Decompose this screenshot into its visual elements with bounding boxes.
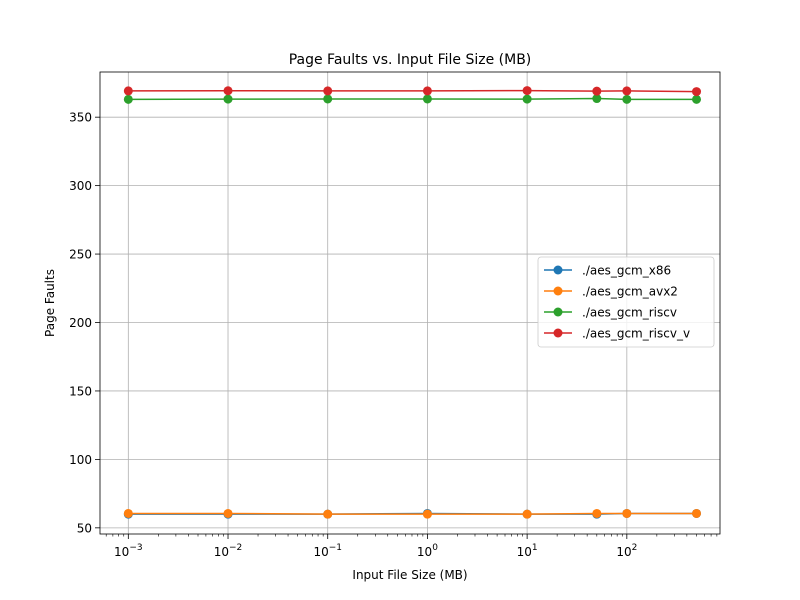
legend-label: ./aes_gcm_riscv	[582, 306, 677, 320]
data-point	[622, 94, 632, 104]
x-tick-label: 10−3	[114, 543, 143, 559]
legend-marker	[553, 328, 563, 338]
legend: ./aes_gcm_x86 ./aes_gcm_avx2 ./aes_gcm_ris…	[537, 256, 715, 348]
series-layer	[123, 86, 702, 519]
data-point	[223, 94, 233, 104]
series-1	[123, 508, 702, 519]
plot-frame	[99, 71, 721, 535]
series-line	[128, 97, 697, 101]
data-point	[522, 94, 532, 104]
y-tick-label: 250	[69, 248, 92, 262]
series-2	[123, 94, 702, 104]
data-point	[622, 86, 632, 96]
data-point	[123, 86, 133, 96]
data-point	[422, 94, 432, 104]
x-axis-title: Input File Size (MB)	[352, 568, 467, 582]
x-tick-label: 10−1	[313, 543, 342, 559]
data-point	[522, 509, 532, 519]
y-axis-title: Page Faults	[43, 269, 57, 337]
data-point	[692, 508, 702, 518]
legend-item: ./aes_gcm_avx2	[544, 285, 678, 299]
legend-marker	[553, 307, 563, 317]
y-tick-label: 200	[69, 316, 92, 330]
data-point	[323, 86, 333, 96]
data-point	[422, 86, 432, 96]
y-tick-label: 100	[69, 453, 92, 467]
x-tick-label: 10−2	[214, 543, 243, 559]
data-point	[592, 94, 602, 104]
data-point	[692, 87, 702, 97]
legend-box	[537, 256, 715, 348]
data-point	[422, 509, 432, 519]
x-tick-label: 101	[517, 543, 538, 559]
series-3	[123, 86, 702, 97]
data-point	[223, 508, 233, 518]
data-point	[522, 86, 532, 96]
legend-label: ./aes_gcm_avx2	[582, 285, 678, 299]
legend-item: ./aes_gcm_x86	[544, 264, 671, 278]
data-point	[592, 508, 602, 518]
y-axis-ticks: 50 100 150 200 250 300 350	[69, 111, 100, 535]
legend-marker	[553, 265, 563, 275]
data-point	[123, 94, 133, 104]
legend-marker	[553, 286, 563, 296]
legend-label: ./aes_gcm_riscv_v	[582, 327, 690, 341]
legend-item: ./aes_gcm_riscv_v	[544, 327, 690, 341]
data-point	[323, 94, 333, 104]
legend-label: ./aes_gcm_x86	[582, 264, 671, 278]
data-point	[622, 508, 632, 518]
data-point	[323, 509, 333, 519]
data-point	[692, 94, 702, 104]
x-axis-ticks: 10−3 10−2 10−1 100 101 102	[105, 534, 718, 559]
series-line	[128, 89, 697, 93]
y-tick-label: 150	[69, 384, 92, 398]
x-tick-label: 100	[417, 543, 438, 559]
series-line	[128, 512, 697, 515]
chart-title: Page Faults vs. Input File Size (MB)	[289, 52, 532, 68]
y-tick-label: 300	[69, 179, 92, 193]
y-tick-label: 350	[69, 111, 92, 125]
data-point	[223, 86, 233, 96]
data-point	[123, 508, 133, 518]
y-tick-label: 50	[77, 521, 92, 535]
legend-item: ./aes_gcm_riscv	[544, 306, 677, 320]
x-tick-label: 102	[616, 543, 637, 559]
data-point	[592, 86, 602, 96]
